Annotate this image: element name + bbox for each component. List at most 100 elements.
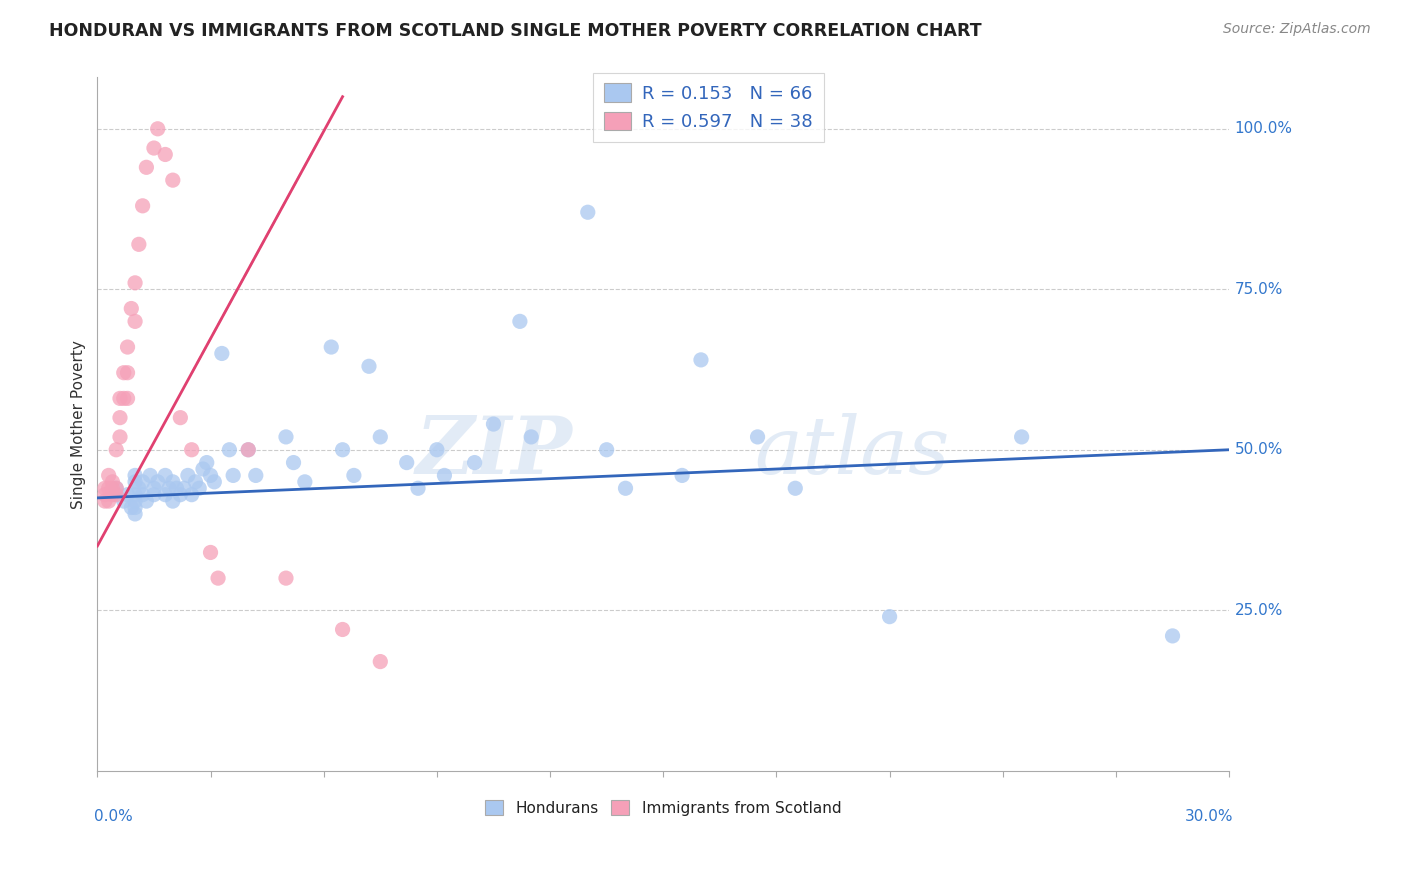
Point <box>191 462 214 476</box>
Point <box>105 488 128 502</box>
Point <box>218 442 240 457</box>
Point <box>146 475 169 489</box>
Point <box>142 481 165 495</box>
Point <box>368 655 391 669</box>
Text: 0.0%: 0.0% <box>94 809 132 824</box>
Point <box>1011 430 1033 444</box>
Point <box>238 442 260 457</box>
Point <box>155 147 177 161</box>
Point <box>406 481 429 495</box>
Point <box>576 205 599 219</box>
Point <box>188 481 211 495</box>
Point <box>101 475 124 489</box>
Point <box>120 301 142 316</box>
Point <box>368 430 391 444</box>
Point <box>283 456 305 470</box>
Point <box>101 481 124 495</box>
Point <box>117 340 139 354</box>
Point <box>94 494 117 508</box>
Point <box>124 468 146 483</box>
Point <box>173 481 195 495</box>
Point <box>595 442 617 457</box>
Point <box>180 488 202 502</box>
Text: Source: ZipAtlas.com: Source: ZipAtlas.com <box>1223 22 1371 37</box>
Point <box>200 468 222 483</box>
Point <box>108 410 131 425</box>
Point <box>124 314 146 328</box>
Point <box>112 392 135 406</box>
Point <box>128 237 150 252</box>
Point <box>274 571 297 585</box>
Point <box>135 161 157 175</box>
Point <box>211 346 233 360</box>
Text: 30.0%: 30.0% <box>1184 809 1233 824</box>
Point <box>238 442 260 457</box>
Point <box>94 481 117 495</box>
Point <box>124 488 146 502</box>
Point <box>332 442 354 457</box>
Text: ZIP: ZIP <box>416 413 572 491</box>
Point <box>131 488 153 502</box>
Text: atlas: atlas <box>754 413 949 491</box>
Point <box>482 417 505 431</box>
Point <box>614 481 637 495</box>
Point <box>195 456 218 470</box>
Point <box>155 488 177 502</box>
Text: 75.0%: 75.0% <box>1234 282 1284 297</box>
Point <box>117 366 139 380</box>
Point <box>105 481 128 495</box>
Point <box>108 392 131 406</box>
Point <box>169 488 191 502</box>
Point <box>177 468 200 483</box>
Point <box>785 481 807 495</box>
Point <box>101 488 124 502</box>
Point <box>142 141 165 155</box>
Point <box>520 430 543 444</box>
Point <box>166 481 188 495</box>
Point <box>395 456 418 470</box>
Text: 100.0%: 100.0% <box>1234 121 1292 136</box>
Y-axis label: Single Mother Poverty: Single Mother Poverty <box>72 340 86 508</box>
Point <box>124 475 146 489</box>
Point <box>142 488 165 502</box>
Point <box>131 199 153 213</box>
Point <box>169 410 191 425</box>
Point <box>97 468 120 483</box>
Point <box>245 468 267 483</box>
Point <box>426 442 449 457</box>
Point <box>94 488 117 502</box>
Point <box>162 475 184 489</box>
Point <box>509 314 531 328</box>
Point <box>112 366 135 380</box>
Point <box>294 475 316 489</box>
Point <box>124 507 146 521</box>
Point <box>117 392 139 406</box>
Point <box>155 468 177 483</box>
Point <box>200 545 222 559</box>
Point <box>343 468 366 483</box>
Point <box>128 481 150 495</box>
Point <box>162 494 184 508</box>
Point <box>180 442 202 457</box>
Point <box>105 442 128 457</box>
Point <box>747 430 769 444</box>
Text: 25.0%: 25.0% <box>1234 603 1284 618</box>
Point <box>433 468 456 483</box>
Point <box>1161 629 1184 643</box>
Point <box>131 475 153 489</box>
Point <box>124 494 146 508</box>
Point <box>202 475 225 489</box>
Point <box>108 430 131 444</box>
Point <box>139 468 162 483</box>
Legend: Hondurans, Immigrants from Scotland: Hondurans, Immigrants from Scotland <box>479 794 848 822</box>
Point <box>357 359 380 374</box>
Point <box>690 352 713 367</box>
Point <box>157 481 180 495</box>
Text: 50.0%: 50.0% <box>1234 442 1284 458</box>
Point <box>207 571 229 585</box>
Point <box>97 494 120 508</box>
Point <box>135 494 157 508</box>
Point <box>146 121 169 136</box>
Point <box>879 609 901 624</box>
Point <box>274 430 297 444</box>
